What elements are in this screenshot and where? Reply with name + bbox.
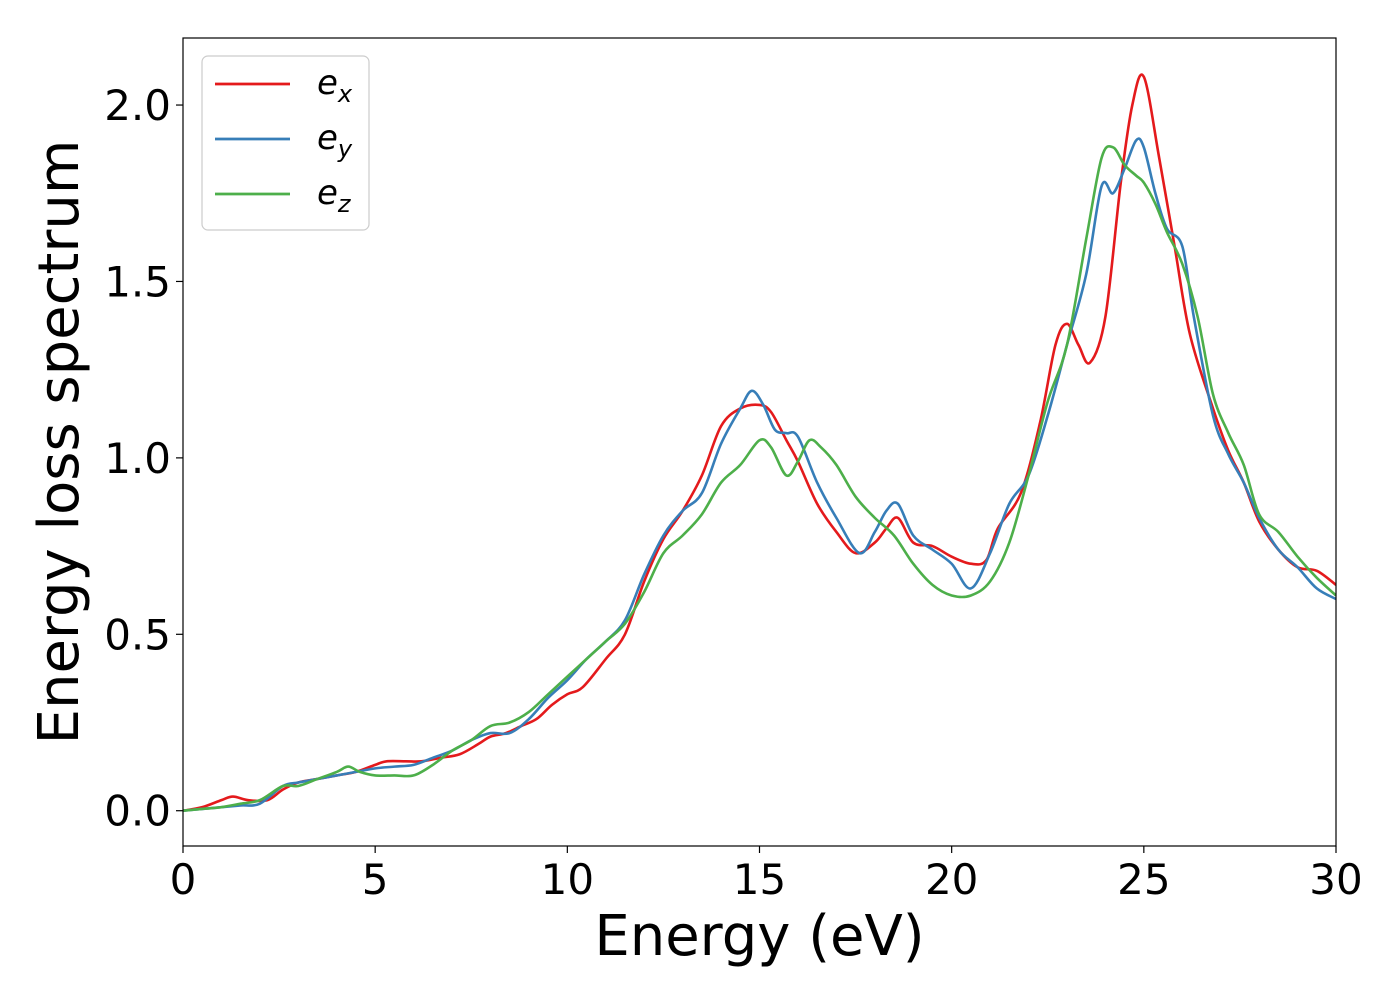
legend-box: [201, 55, 370, 231]
series-lines: [183, 73, 1336, 813]
x-tick-label: 15: [733, 855, 786, 904]
legend: ex ey ez: [201, 55, 370, 231]
series-line-ey: [183, 137, 1336, 813]
x-tick-label: 25: [1117, 855, 1170, 904]
y-tick-label: 0.0: [104, 787, 171, 836]
x-tick-label: 10: [541, 855, 594, 904]
y-axis: 0.0 0.5 1.0 1.5 2.0: [104, 81, 183, 836]
x-tick-label: 5: [362, 855, 389, 904]
x-tick-label: 0: [170, 855, 197, 904]
series-line-ex: [183, 73, 1336, 813]
y-tick-label: 0.5: [104, 610, 171, 659]
y-tick-label: 2.0: [104, 81, 171, 130]
y-tick-label: 1.5: [104, 257, 171, 306]
y-tick-label: 1.0: [104, 434, 171, 483]
legend-label-ex: ex: [317, 63, 353, 108]
x-axis: 0 5 10 15 20 25 30: [170, 846, 1363, 904]
legend-label-ez: ez: [317, 173, 352, 218]
x-axis-title: Energy (eV): [594, 904, 924, 969]
series-line-ez: [183, 144, 1336, 813]
legend-label-ey: ey: [317, 118, 353, 163]
x-tick-label: 20: [925, 855, 978, 904]
x-tick-label: 30: [1309, 855, 1362, 904]
y-axis-title: Energy loss spectrum: [27, 140, 92, 745]
